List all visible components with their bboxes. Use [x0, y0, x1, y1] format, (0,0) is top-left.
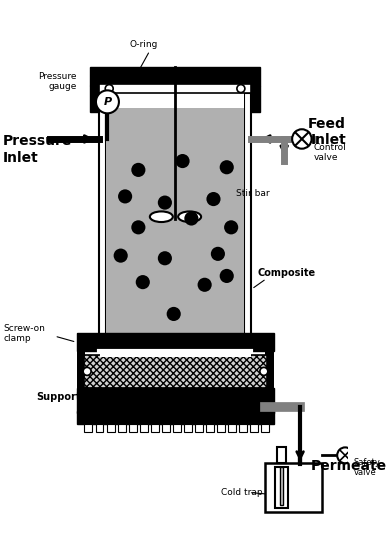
Text: Control
valve: Control valve	[313, 143, 346, 162]
Circle shape	[260, 368, 268, 375]
Bar	[140, 424, 148, 433]
Bar	[83, 355, 267, 388]
Bar	[261, 424, 269, 433]
Circle shape	[131, 163, 145, 177]
Bar	[106, 93, 244, 333]
Circle shape	[207, 192, 221, 206]
Bar	[96, 424, 103, 433]
Bar	[217, 424, 225, 433]
Bar	[106, 93, 244, 347]
Text: Stir bar: Stir bar	[236, 189, 269, 198]
Circle shape	[220, 269, 234, 283]
Circle shape	[131, 220, 145, 234]
Text: Composite: Composite	[258, 268, 316, 278]
Circle shape	[114, 249, 128, 263]
Bar	[244, 93, 252, 347]
Bar	[118, 424, 125, 433]
Bar	[84, 424, 93, 433]
Text: Pressure
Inlet: Pressure Inlet	[3, 134, 73, 165]
Circle shape	[184, 212, 198, 225]
Ellipse shape	[150, 212, 173, 222]
Text: Pressure
gauge: Pressure gauge	[38, 72, 76, 91]
Bar	[99, 93, 106, 347]
Circle shape	[220, 160, 234, 174]
Bar	[184, 424, 192, 433]
Bar	[206, 424, 214, 433]
Text: Support: Support	[37, 392, 81, 402]
Bar	[90, 86, 99, 112]
Circle shape	[136, 275, 150, 289]
Bar	[280, 467, 283, 505]
Bar	[106, 93, 244, 108]
Circle shape	[176, 154, 190, 168]
Circle shape	[224, 220, 238, 234]
Bar	[275, 467, 288, 509]
Bar	[107, 424, 114, 433]
Bar	[151, 424, 159, 433]
Bar	[99, 84, 252, 93]
Circle shape	[211, 247, 225, 261]
Bar	[173, 424, 181, 433]
Text: O-ring: O-ring	[129, 40, 158, 49]
Bar	[195, 424, 203, 433]
Circle shape	[158, 251, 172, 266]
Circle shape	[158, 196, 172, 210]
Circle shape	[292, 129, 312, 149]
Bar	[162, 424, 170, 433]
Text: Permeate: Permeate	[311, 459, 387, 473]
Circle shape	[337, 447, 353, 463]
Bar	[265, 333, 274, 413]
Bar	[76, 411, 274, 424]
Circle shape	[237, 85, 245, 93]
Bar	[76, 333, 85, 413]
Bar	[90, 67, 260, 86]
Text: Screw-on
clamp: Screw-on clamp	[3, 323, 45, 343]
Bar	[252, 86, 260, 112]
Circle shape	[167, 307, 181, 321]
Circle shape	[96, 90, 119, 114]
Text: Safety
valve: Safety valve	[354, 458, 381, 477]
Text: Cold trap: Cold trap	[221, 488, 262, 497]
Text: P: P	[103, 97, 111, 107]
Bar	[129, 424, 136, 433]
Bar	[100, 350, 250, 357]
Bar	[250, 424, 258, 433]
Bar	[228, 424, 236, 433]
Bar	[265, 463, 322, 512]
Bar	[76, 388, 274, 413]
Circle shape	[198, 278, 212, 292]
Bar	[239, 424, 247, 433]
Ellipse shape	[178, 212, 201, 222]
Bar	[277, 447, 286, 463]
Circle shape	[118, 190, 132, 203]
Circle shape	[105, 85, 113, 93]
Circle shape	[83, 368, 91, 375]
Bar	[76, 333, 274, 351]
Text: Feed
Inlet: Feed Inlet	[308, 117, 346, 147]
